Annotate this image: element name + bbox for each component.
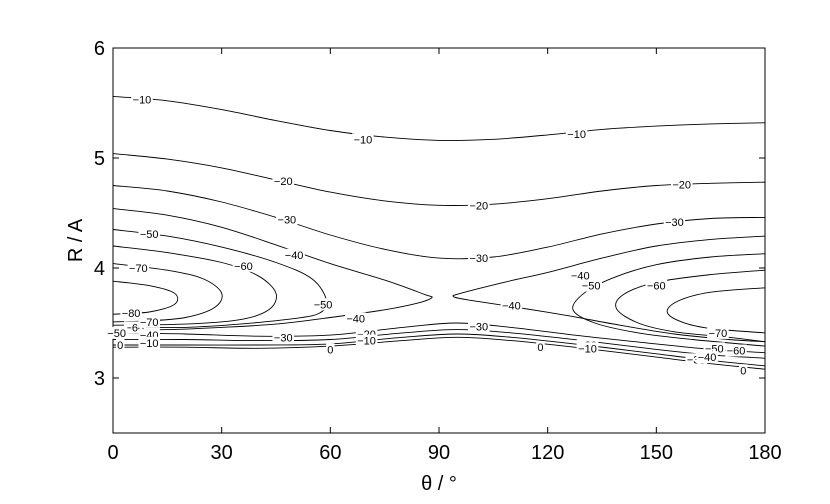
contour-line-neg50-4-1 — [572, 253, 766, 347]
contour-label: −40 — [502, 300, 521, 312]
contour-label-bg — [120, 307, 142, 320]
x-tick-label: 150 — [640, 442, 673, 464]
contour-label: −10 — [354, 134, 373, 146]
contour-label-bg — [565, 127, 588, 140]
contour-label: −50 — [107, 328, 126, 340]
contour-label: 0 — [327, 344, 333, 356]
x-axis-ticks: 0 30 60 90 120 150 180 — [107, 48, 782, 464]
contour-line-0-11-0 — [112, 336, 766, 370]
contour-label: −60 — [647, 281, 666, 293]
contour-label: −50 — [140, 229, 159, 241]
contour-label-bg — [283, 248, 305, 261]
contour-label: −30 — [274, 332, 293, 344]
y-tick-label: 4 — [94, 258, 105, 280]
contour-line-neg30-2-0 — [112, 185, 766, 260]
contour-label-bg — [344, 312, 367, 325]
x-tick-label: 60 — [319, 442, 341, 464]
contour-line-neg40-3-0 — [112, 208, 433, 331]
contour-label-bg — [272, 331, 294, 344]
contour-line-neg10-0-0 — [112, 95, 766, 141]
contour-label: −10 — [140, 338, 159, 350]
contour-label: −10 — [133, 95, 152, 107]
contour-label: −40 — [285, 250, 304, 262]
contour-label-bg — [569, 269, 592, 282]
contour-label-bg — [127, 262, 150, 274]
contour-label: −40 — [346, 314, 365, 326]
contour-label: −60 — [727, 346, 746, 358]
contour-label-bg — [312, 298, 334, 311]
contour-label-bg — [326, 343, 335, 356]
contour-label-bg — [115, 339, 125, 351]
contour-label: −30 — [470, 321, 489, 333]
contour-label: −20 — [672, 179, 691, 191]
contour-label-bg — [352, 133, 374, 146]
contour-label: 0 — [537, 342, 543, 354]
contour-line-neg40-3-1 — [452, 235, 766, 343]
contour-label: −70 — [140, 317, 159, 329]
contour-label: −40 — [698, 352, 717, 364]
contour-label: 0 — [740, 365, 746, 377]
contour-label: −30 — [665, 217, 684, 229]
contour-label: −60 — [234, 261, 253, 273]
x-tick-label: 120 — [531, 442, 564, 464]
contour-label-bg — [500, 299, 523, 312]
contour-label-bg — [276, 213, 298, 226]
contour-line-neg20-1-0 — [112, 153, 766, 206]
contour-label-bg — [138, 336, 160, 349]
contour-line-neg60-5-0 — [112, 245, 277, 326]
contour-label: −70 — [129, 263, 148, 275]
contour-label-bg — [645, 279, 668, 292]
x-axis-label: θ / ° — [421, 473, 457, 495]
contour-label-bg — [232, 259, 255, 272]
x-tick-label: 0 — [107, 442, 118, 464]
contour-labels: −10−10 −10−20−20−20−30−30−30−40−40−40−40−… — [105, 93, 748, 377]
contour-label-bg — [663, 215, 686, 228]
contour-label: −20 — [274, 176, 293, 188]
contour-label: −20 — [470, 200, 489, 212]
x-tick-label: 180 — [748, 442, 781, 464]
contour-label: 0 — [117, 340, 123, 352]
contour-label: −10 — [567, 129, 586, 141]
plot-area — [112, 47, 766, 434]
contour-label: −50 — [582, 281, 601, 293]
contour-label-bg — [536, 341, 545, 354]
contour-label: −80 — [122, 308, 141, 320]
y-axis-label: R / A — [65, 218, 87, 262]
contour-line-neg10-9-0 — [112, 329, 766, 359]
contour-label-bg — [580, 279, 602, 292]
contour-label: −50 — [314, 299, 333, 311]
contour-label-bg — [272, 175, 294, 188]
contour-label-bg — [105, 326, 128, 339]
contour-label-bg — [468, 199, 490, 212]
contour-label-bg — [468, 252, 490, 265]
contour-line-0-10-0 — [112, 333, 766, 367]
contour-label-bg — [138, 227, 160, 240]
contour-label-bg — [725, 344, 747, 357]
y-tick-label: 6 — [94, 38, 105, 60]
contour-label: −10 — [357, 336, 376, 348]
contour-label-bg — [138, 315, 160, 328]
contour-label-bg — [670, 178, 693, 191]
y-tick-label: 5 — [94, 148, 105, 170]
contour-line-neg80-7-0 — [112, 280, 179, 315]
contour-label: −30 — [278, 215, 297, 227]
y-tick-label: 3 — [94, 368, 105, 390]
contour-label: −30 — [470, 253, 489, 265]
contour-label-bg — [707, 326, 729, 339]
x-tick-label: 90 — [428, 442, 450, 464]
contour-label-bg — [696, 351, 718, 364]
contour-label-bg — [131, 93, 153, 106]
contour-line-neg20-8-0 — [112, 322, 766, 354]
contour-label-bg — [576, 342, 599, 355]
contour-label-bg — [355, 334, 378, 347]
contour-label-bg — [739, 364, 748, 377]
contour-label: −70 — [709, 328, 728, 340]
contour-label: −10 — [578, 343, 597, 355]
x-tick-label: 30 — [211, 442, 233, 464]
y-axis-ticks: 3 4 5 6 — [94, 38, 765, 390]
contour-label-bg — [468, 320, 490, 333]
